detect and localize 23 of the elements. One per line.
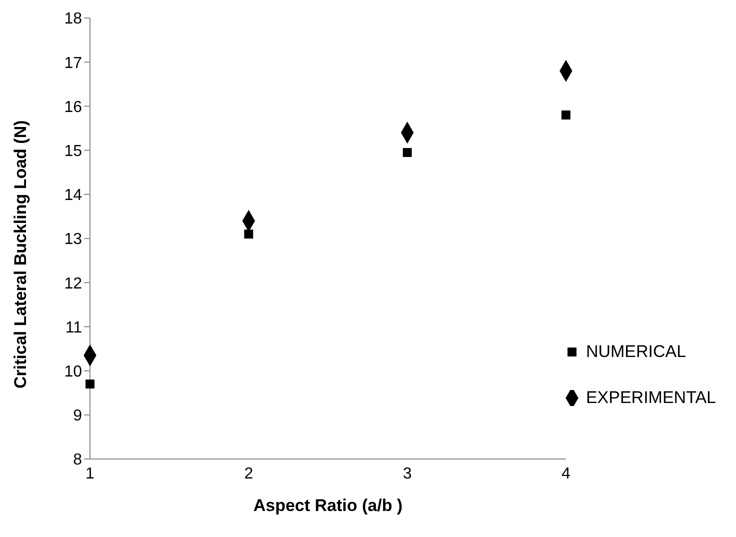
y-tick-label: 12: [64, 275, 82, 292]
y-axis-title: Critical Lateral Buckling Load (N): [11, 120, 30, 388]
legend-label: EXPERIMENTAL: [586, 388, 716, 408]
point: [561, 110, 570, 120]
y-tick-label: 14: [64, 187, 82, 204]
y-tick-label: 13: [64, 231, 82, 248]
x-tick-label: 4: [561, 465, 570, 482]
point: [402, 148, 412, 157]
y-tick-label: 15: [64, 142, 82, 160]
y-tick-label: 8: [73, 452, 82, 469]
x-tick-label: 1: [86, 465, 95, 482]
legend-label: NUMERICAL: [586, 342, 686, 362]
y-tick-label: 17: [64, 54, 82, 72]
y-tick-label: 16: [64, 98, 82, 116]
y-tick-label: 18: [64, 10, 82, 28]
x-tick-label: 2: [244, 465, 254, 482]
y-tick-label: 11: [65, 319, 82, 336]
y-tick-label: 9: [73, 408, 82, 425]
y-tick-label: 10: [64, 363, 82, 380]
point: [86, 380, 94, 388]
x-tick-label: 3: [402, 465, 412, 482]
point: [244, 230, 254, 239]
x-axis-title: Aspect Ratio (a/b ): [253, 496, 403, 515]
